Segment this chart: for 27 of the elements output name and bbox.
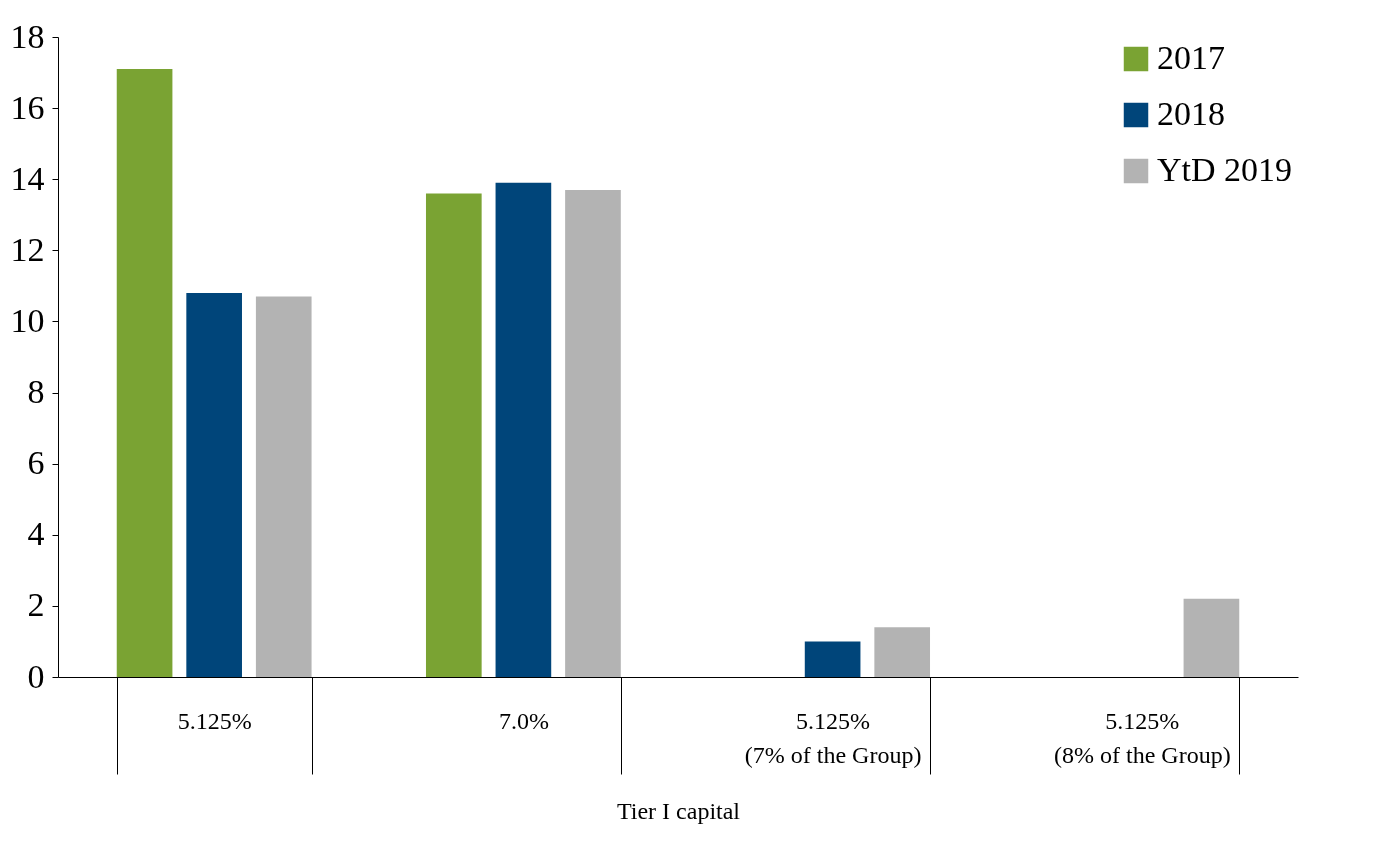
x-tick-label: 5.125% (8% of the Group) [1054,707,1231,768]
y-tick-label: 6 [27,444,45,482]
bar [495,182,552,677]
bar [1183,598,1240,677]
y-tick-label: 18 [10,17,45,55]
x-tick-label: 5.125% [177,707,252,734]
x-axis-title: Tier I capital [616,798,741,824]
bar [116,69,173,677]
y-tick-label: 4 [27,515,45,553]
bar [565,189,621,677]
legend-label: 2018 [1157,95,1225,132]
bar [255,296,312,677]
y-tick-label: 16 [10,88,45,126]
y-tick-label: 10 [10,301,45,339]
bar [874,627,931,677]
y-tick-label: 12 [10,230,45,268]
x-tick-label: 7.0% [498,707,549,734]
y-tick-label: 14 [10,159,45,197]
y-tick-label: 2 [27,586,45,624]
bar [425,193,482,677]
legend-label: 2017 [1157,39,1225,76]
y-tick-label: 0 [27,657,45,695]
y-tick-label: 8 [27,373,45,411]
bar [804,641,861,677]
x-tick-label: 5.125% (7% of the Group) [744,707,922,768]
legend-label: YtD 2019 [1157,151,1293,188]
bar [186,293,242,677]
